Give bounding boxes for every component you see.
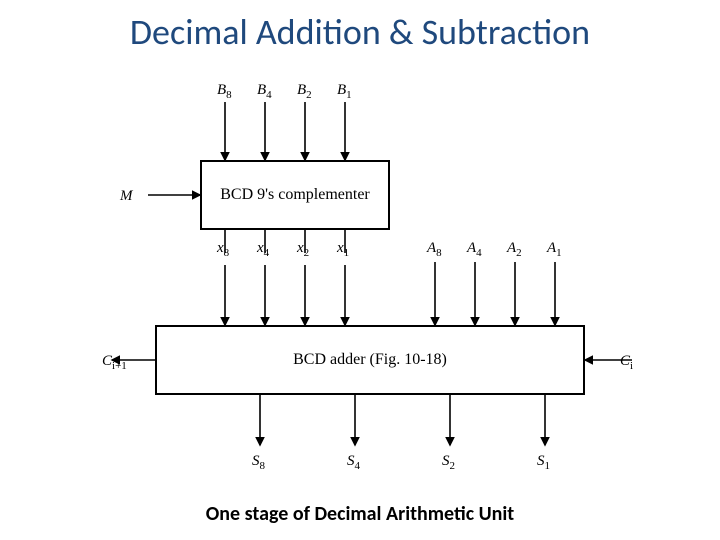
label-S1: S4 [347, 453, 360, 472]
label-S3: S1 [537, 453, 550, 472]
label-A2: A2 [507, 240, 522, 259]
label-B1: B4 [257, 82, 272, 101]
label-Cin: Ci [620, 353, 633, 372]
label-x0: x8 [217, 240, 229, 259]
label-B2: B2 [297, 82, 312, 101]
arrows-layer [80, 70, 640, 490]
label-S2: S2 [442, 453, 455, 472]
label-B3: B1 [337, 82, 352, 101]
label-x2: x2 [297, 240, 309, 259]
bcd-complementer-block: BCD 9's complementer [200, 160, 390, 230]
label-x1: x4 [257, 240, 269, 259]
label-x3: x1 [337, 240, 349, 259]
bcd-adder-label: BCD adder (Fig. 10-18) [293, 351, 447, 369]
label-A0: A8 [427, 240, 442, 259]
label-Cout: Ci+1 [102, 353, 127, 372]
label-M: M [120, 188, 133, 205]
bcd-adder-block: BCD adder (Fig. 10-18) [155, 325, 585, 395]
page-title: Decimal Addition & Subtraction [0, 10, 720, 54]
label-B0: B8 [217, 82, 232, 101]
bcd-complementer-label: BCD 9's complementer [220, 186, 370, 204]
label-A1: A4 [467, 240, 482, 259]
figure-caption: One stage of Decimal Arithmetic Unit [0, 502, 720, 526]
label-A3: A1 [547, 240, 562, 259]
diagram-canvas: BCD 9's complementer BCD adder (Fig. 10-… [80, 70, 640, 490]
label-S0: S8 [252, 453, 265, 472]
